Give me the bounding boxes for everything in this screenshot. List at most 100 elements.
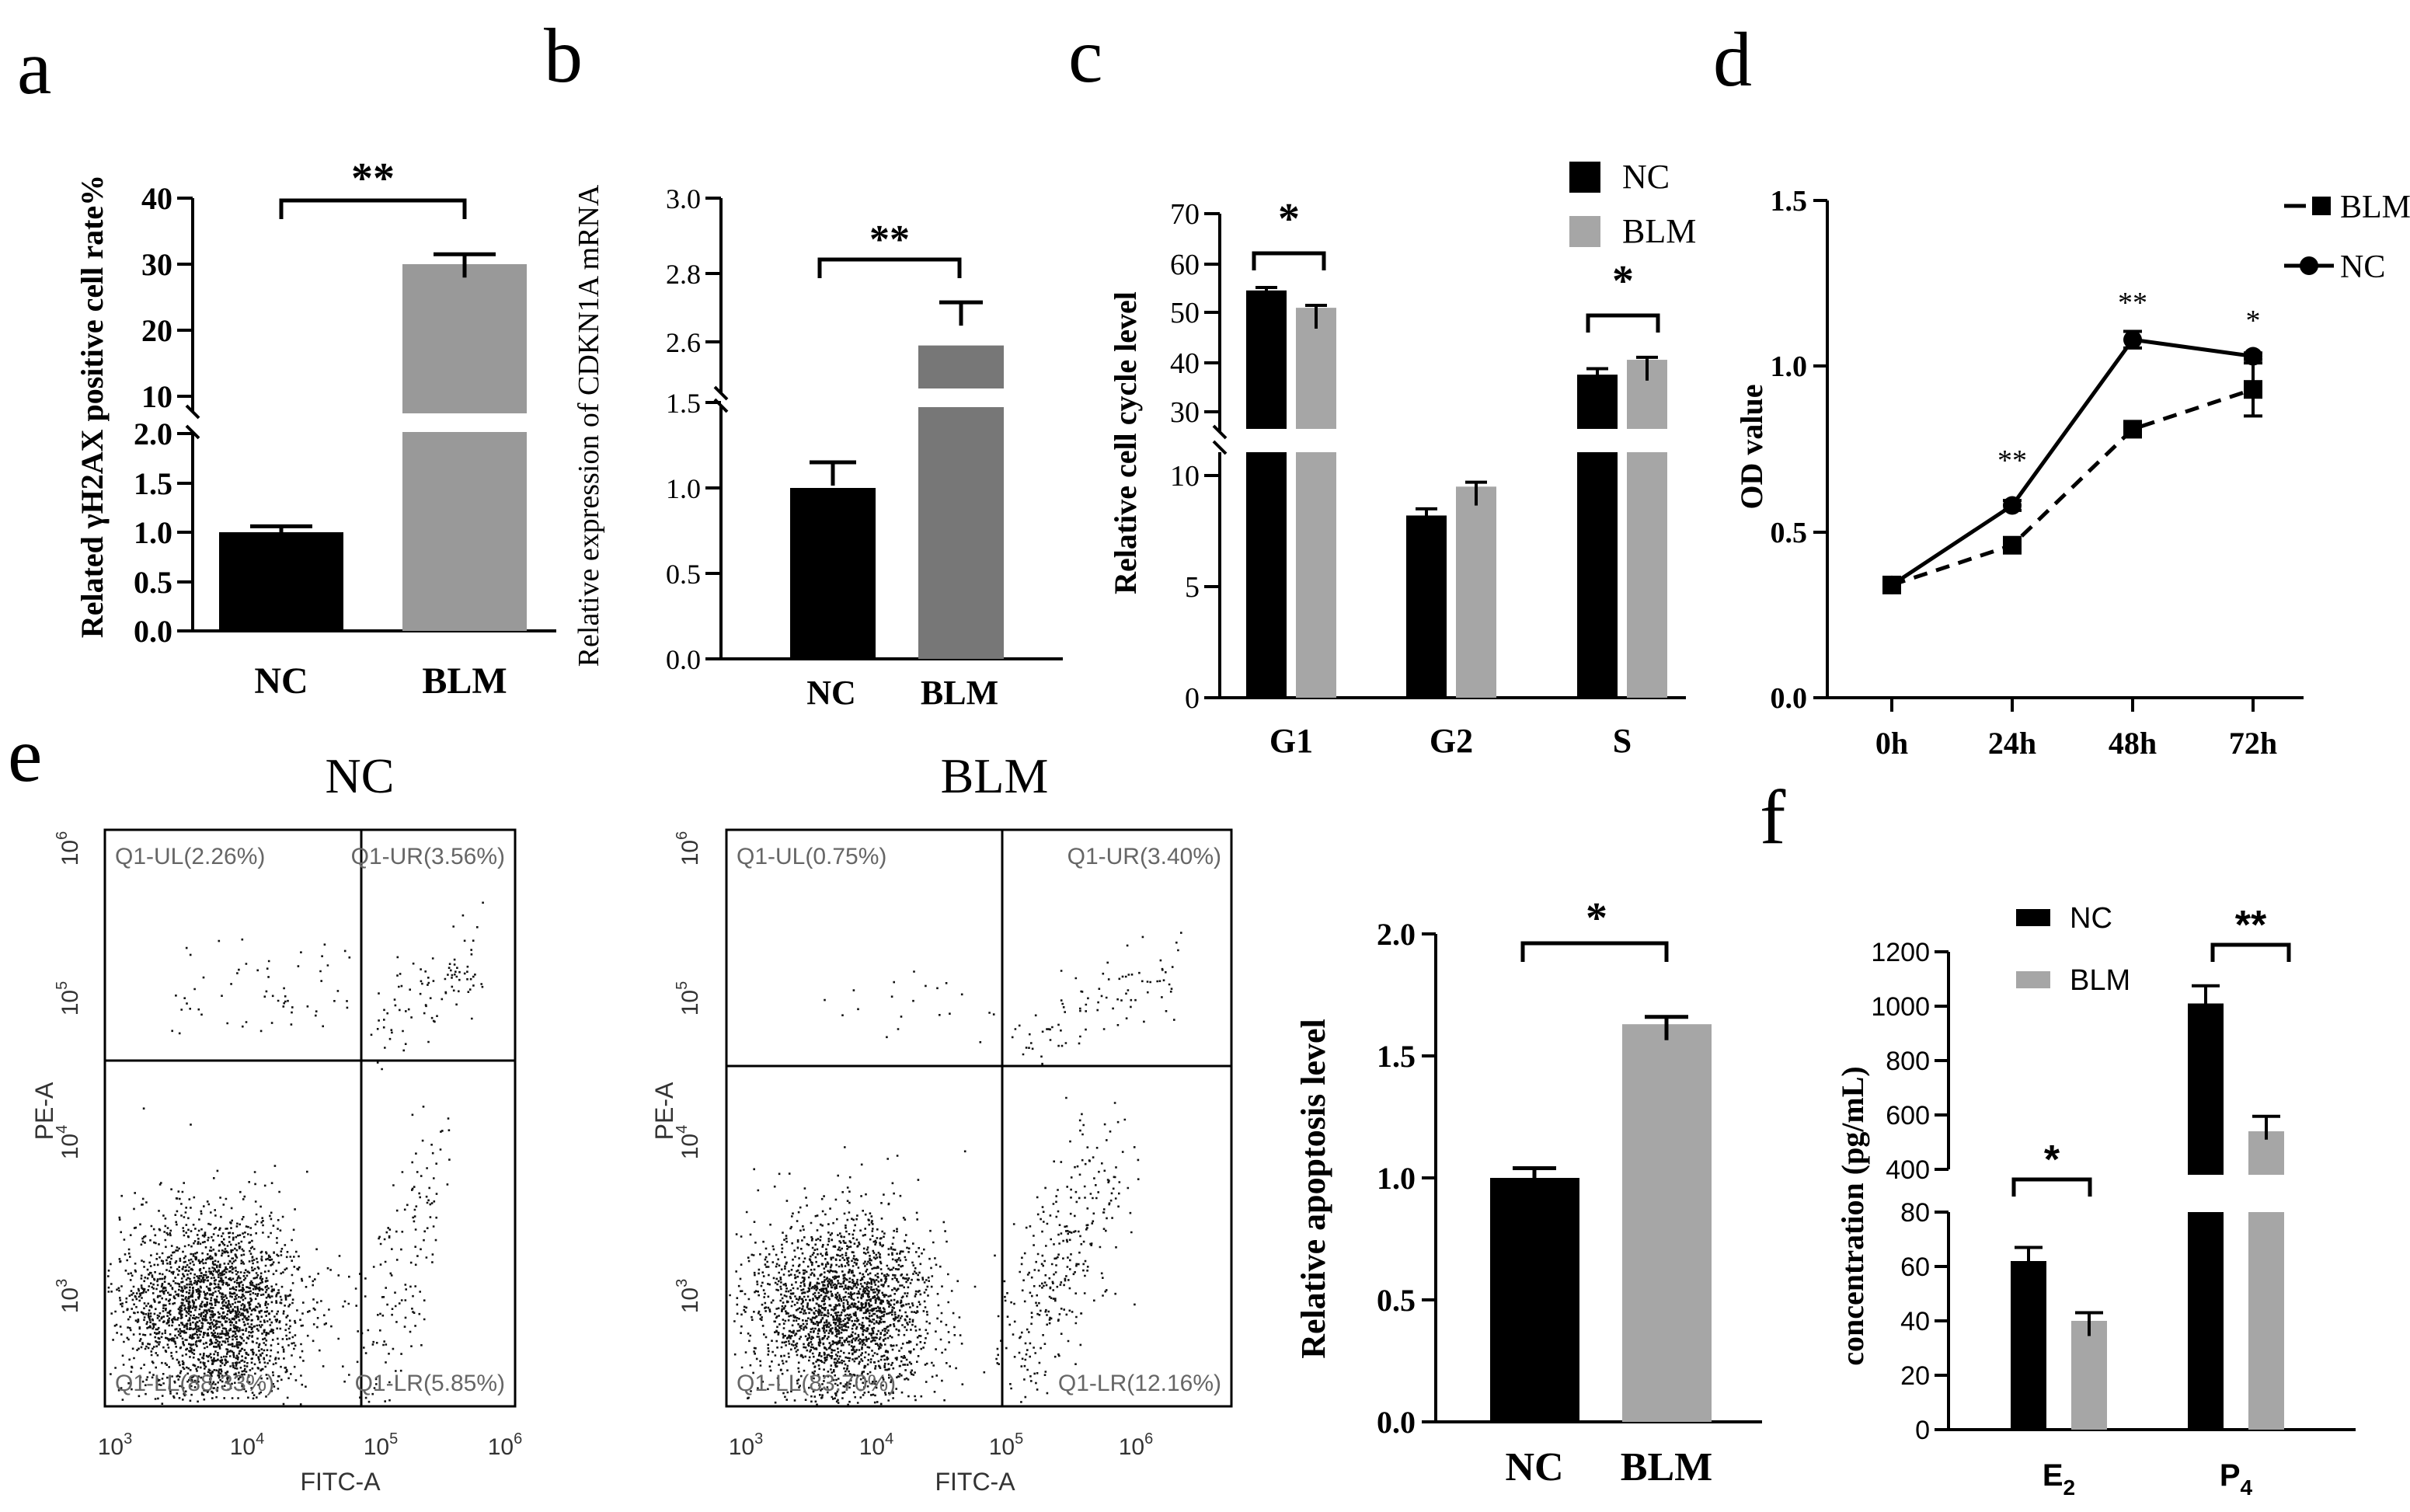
e-nc-quadrant-ur: Q1-UR(3.56%) xyxy=(351,844,505,869)
a-ytick: 0.0 xyxy=(134,614,172,649)
f-ytick: 20 xyxy=(1900,1361,1930,1391)
panel-b-axes xyxy=(705,197,1063,660)
a-bar-blm xyxy=(402,264,527,413)
c-ytick: 60 xyxy=(1170,249,1200,281)
panel-a-yticks: 40 30 20 10 2.0 1.5 1.0 0.5 0.0 xyxy=(134,181,172,649)
e-nc-yticks: 103 104 105 106 xyxy=(54,831,83,1314)
d-point-nc xyxy=(1882,575,1901,594)
e-bar-ytick: 1.5 xyxy=(1377,1039,1416,1074)
c-bar-g1-nc-errorbar xyxy=(1255,285,1277,311)
d-legend-label-blm: BLM xyxy=(2340,190,2410,225)
e-nc-quadrant-ul: Q1-UL(2.26%) xyxy=(115,844,265,869)
panel-e-apoptosis-chart: Relative apoptosis level 2.0 1.5 1.0 0.5… xyxy=(1294,894,1762,1489)
d-xtick: 72h xyxy=(2229,726,2277,761)
d-series xyxy=(1882,329,2262,594)
d-xtick: 24h xyxy=(1988,726,2036,761)
f-significance-p4: ** xyxy=(2235,903,2267,948)
f-significance-bracket-p4 xyxy=(2210,942,2291,962)
a-significance-label: ** xyxy=(351,155,395,203)
b-ytick: 1.0 xyxy=(666,473,701,504)
e-blm-quadrant-ul: Q1-UL(0.75%) xyxy=(737,844,886,869)
d-point-blm xyxy=(2003,535,2022,555)
d-point-nc xyxy=(2003,496,2022,515)
f-bar-e-blm xyxy=(2071,1321,2107,1430)
b-xtick-nc: NC xyxy=(806,674,856,712)
f-ytick: 0 xyxy=(1915,1416,1930,1445)
b-bar-blm-lower xyxy=(918,407,1004,659)
e-bar-errorbar-blm xyxy=(1645,1015,1688,1040)
e-bar-blm xyxy=(1622,1024,1712,1422)
c-xtick-s: S xyxy=(1613,722,1632,760)
a-errorbar-nc xyxy=(250,524,312,550)
b-significance-label: ** xyxy=(869,218,910,262)
c-significance-bracket-g1 xyxy=(1252,251,1326,270)
c-ytick: 5 xyxy=(1185,571,1200,604)
f-ytick: 1200 xyxy=(1871,938,1930,967)
panel-a-ylabel: Related γH2AX positive cell rate% xyxy=(75,175,110,638)
c-ytick: 10 xyxy=(1170,460,1200,493)
panel-b-yticks: 3.0 2.8 2.6 1.5 1.0 0.5 0.0 xyxy=(666,183,701,675)
e-blm-xtick: 106 xyxy=(1119,1430,1154,1460)
e-blm-xlabel: FITC-A xyxy=(935,1468,1015,1496)
e-blm-xtick: 104 xyxy=(859,1430,894,1460)
e-nc-xtick: 105 xyxy=(364,1430,399,1460)
b-errorbar-blm xyxy=(939,300,983,326)
b-significance-bracket xyxy=(817,257,962,278)
e-nc-ytick: 105 xyxy=(54,981,83,1016)
panel-b-chart: Relative expression of CDKN1A mRNA 3.0 2… xyxy=(573,183,1063,712)
f-ytick: 800 xyxy=(1886,1047,1930,1076)
a-ytick: 1.5 xyxy=(134,466,172,501)
e-blm-xtick: 103 xyxy=(729,1430,764,1460)
e-blm-quadrant-ur: Q1-UR(3.40%) xyxy=(1067,844,1221,869)
e-bar-ytick: 2.0 xyxy=(1377,917,1416,952)
d-point-blm xyxy=(2123,420,2142,439)
d-ytick: 0.5 xyxy=(1771,517,1808,549)
c-legend-label-blm: BLM xyxy=(1622,212,1696,250)
b-xtick-blm: BLM xyxy=(921,674,998,712)
e-blm-quadrant-ll: Q1-LL(83.70%) xyxy=(737,1371,896,1396)
f-ytick: 600 xyxy=(1886,1101,1930,1131)
e-blm-ytick: 104 xyxy=(674,1125,703,1160)
panel-d-axes xyxy=(1813,199,2304,712)
panel-c-yticks: 70 60 50 40 30 10 5 0 xyxy=(1170,198,1200,715)
e-blm-ytick: 103 xyxy=(674,1279,703,1314)
panel-label-e: e xyxy=(8,712,42,798)
d-line-blm xyxy=(1891,387,2254,587)
e-nc-ytick: 104 xyxy=(54,1125,83,1160)
f-ytick: 80 xyxy=(1900,1198,1930,1228)
e-nc-ylabel: PE-A xyxy=(30,1082,58,1140)
c-legend-swatch-nc xyxy=(1569,162,1600,193)
panel-c-chart: Relative cell cycle level 70 60 50 40 30… xyxy=(1108,158,1696,760)
c-bar-g1-nc xyxy=(1246,290,1287,429)
a-xtick-blm: BLM xyxy=(422,660,507,702)
a-xtick-nc: NC xyxy=(254,660,308,702)
e-bar-errorbar-nc xyxy=(1513,1165,1556,1192)
e-blm-title: BLM xyxy=(941,748,1049,803)
e-nc-quadrant-lr: Q1-LR(5.85%) xyxy=(355,1371,505,1396)
e-nc-title: NC xyxy=(326,748,395,803)
c-bar-s-nc-errorbar xyxy=(1586,367,1608,392)
b-errorbar-nc xyxy=(810,460,856,486)
e-bar-ytick: 0.0 xyxy=(1377,1405,1416,1440)
panel-c-ylabel: Relative cell cycle level xyxy=(1108,291,1143,594)
e-blm-dots xyxy=(729,932,1182,1406)
panel-f-chart: concentration (pg/mL) 1200 1000 800 600 … xyxy=(1835,902,2356,1500)
panel-label-d: d xyxy=(1713,16,1752,103)
e-nc-events xyxy=(107,901,484,1406)
e-blm-quadrant-lr: Q1-LR(12.16%) xyxy=(1058,1371,1221,1396)
e-blm-quadrant-labels: Q1-UL(0.75%) Q1-UR(3.40%) Q1-LL(83.70%) … xyxy=(737,844,1221,1396)
panel-label-f: f xyxy=(1760,774,1786,860)
c-legend-swatch-blm xyxy=(1569,216,1600,247)
e-nc-xtick: 104 xyxy=(230,1430,265,1460)
d-annotation-48h: ** xyxy=(2118,287,2147,319)
f-ytick: 60 xyxy=(1900,1252,1930,1282)
c-ytick: 50 xyxy=(1170,297,1200,329)
panel-label-c: c xyxy=(1068,12,1102,99)
d-legend-marker-nc xyxy=(2300,256,2318,275)
d-point-nc xyxy=(2123,330,2142,350)
c-bar-g1-blm-errorbar xyxy=(1305,303,1327,329)
c-legend-label-nc: NC xyxy=(1622,158,1670,196)
f-legend-label-nc: NC xyxy=(2070,902,2112,935)
b-ytick: 0.0 xyxy=(666,644,701,675)
